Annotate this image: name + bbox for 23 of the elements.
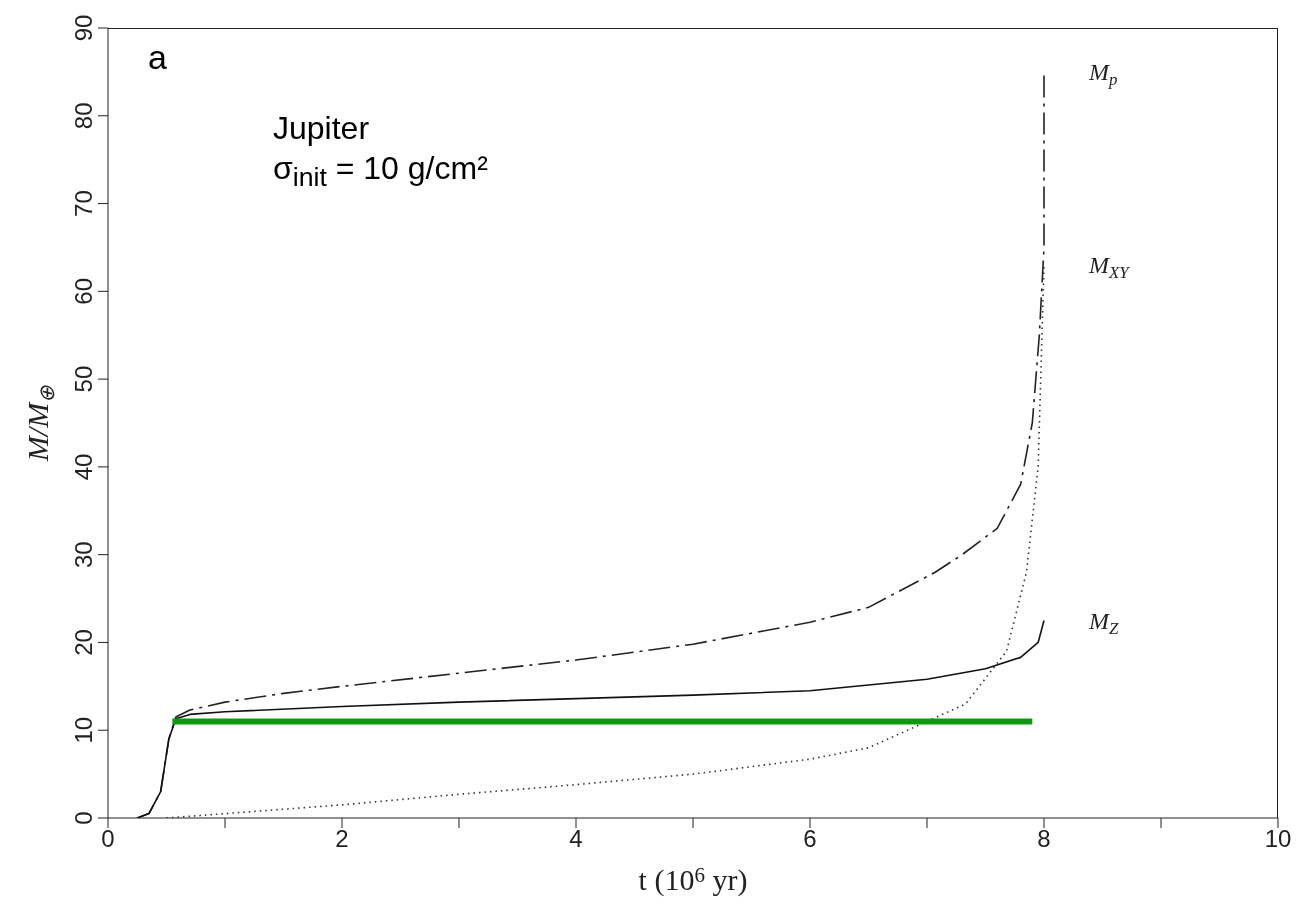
series-label: M$_{XY}$ xyxy=(1088,252,1131,283)
y-tick-label: 20 xyxy=(70,629,97,656)
annotation: a xyxy=(148,38,167,77)
x-tick-label: 8 xyxy=(1037,825,1051,853)
y-tick-label: 10 xyxy=(70,716,97,744)
y-tick-label: 70 xyxy=(70,190,97,217)
series-label: M$_{Z}$ xyxy=(1088,607,1119,638)
y-tick-label: 0 xyxy=(70,811,97,825)
x-tick-label: 4 xyxy=(569,825,583,853)
x-tick-label: 2 xyxy=(335,825,349,853)
series-label: M$_{p}$ xyxy=(1088,58,1118,89)
y-tick-label: 30 xyxy=(70,541,97,569)
x-axis-title: t (10$^{6}$ yr) xyxy=(638,862,748,897)
y-tick-label: 80 xyxy=(70,102,97,130)
x-tick-label: 6 xyxy=(803,825,817,853)
annotation: Jupiter xyxy=(273,109,371,148)
x-tick-label: 10 xyxy=(1264,825,1292,853)
x-tick-label: 0 xyxy=(101,825,115,853)
y-tick-label: 90 xyxy=(70,14,97,42)
y-tick-label: 50 xyxy=(70,365,97,393)
annotation: σ$_{init}$ = 10 g/cm² xyxy=(273,149,488,195)
y-tick-label: 40 xyxy=(70,453,97,481)
y-tick-label: 60 xyxy=(70,277,97,305)
